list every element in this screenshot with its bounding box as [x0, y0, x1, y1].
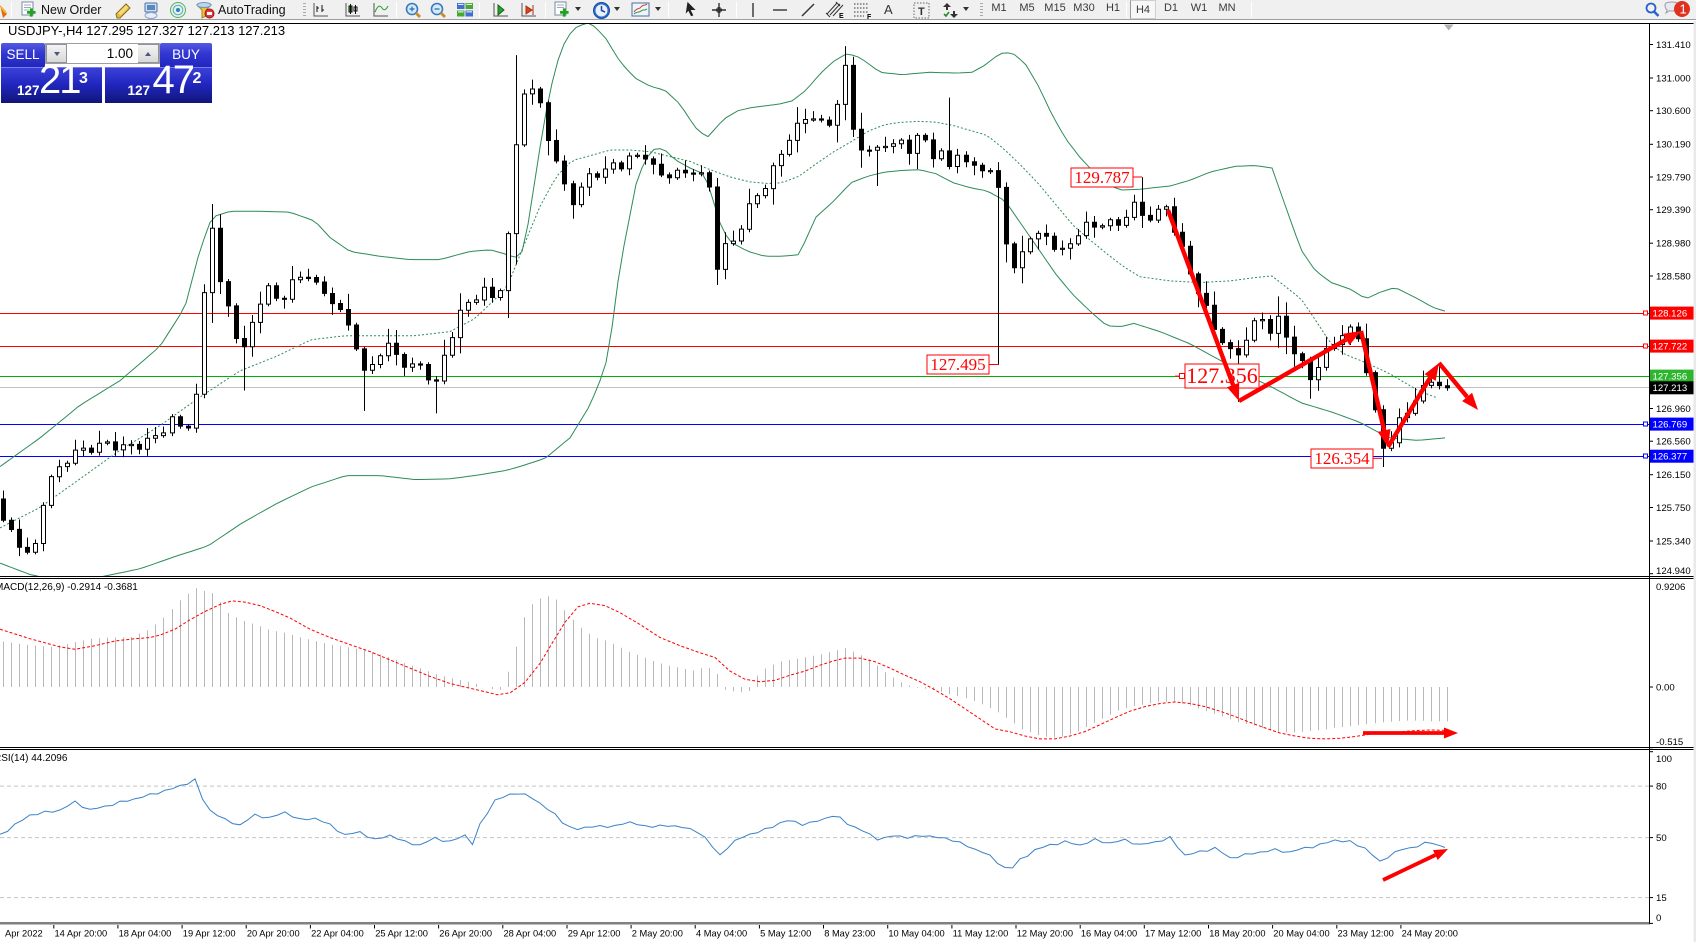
svg-text:5 May 12:00: 5 May 12:00	[760, 929, 811, 939]
svg-text:129.390: 129.390	[1656, 205, 1691, 216]
svg-text:126.769: 126.769	[1653, 420, 1688, 431]
svg-text:26 Apr 20:00: 26 Apr 20:00	[439, 929, 492, 939]
svg-text:126.560: 126.560	[1656, 437, 1691, 448]
svg-text:126.150: 126.150	[1656, 470, 1691, 481]
svg-text:24 May 20:00: 24 May 20:00	[1402, 929, 1458, 939]
svg-text:8 May 23:00: 8 May 23:00	[824, 929, 875, 939]
svg-text:129.787: 129.787	[1074, 168, 1130, 187]
svg-text:130.190: 130.190	[1656, 140, 1691, 151]
svg-text:22 Apr 04:00: 22 Apr 04:00	[311, 929, 364, 939]
svg-text:126.354: 126.354	[1314, 449, 1370, 468]
svg-text:124.940: 124.940	[1656, 566, 1691, 577]
svg-text:128.126: 128.126	[1653, 309, 1688, 320]
svg-text:0.00: 0.00	[1656, 683, 1675, 694]
svg-text:100: 100	[1656, 754, 1672, 765]
svg-text:130.600: 130.600	[1656, 106, 1691, 117]
svg-text:125.750: 125.750	[1656, 503, 1691, 514]
svg-text:131.410: 131.410	[1656, 40, 1691, 51]
svg-text:14 Apr 20:00: 14 Apr 20:00	[55, 929, 108, 939]
svg-text:18 Apr 04:00: 18 Apr 04:00	[119, 929, 172, 939]
svg-text:80: 80	[1656, 782, 1667, 793]
svg-text:1: 1	[1680, 2, 1687, 17]
svg-text:20 Apr 20:00: 20 Apr 20:00	[247, 929, 300, 939]
svg-text:25 Apr 12:00: 25 Apr 12:00	[375, 929, 428, 939]
svg-text:11 May 12:00: 11 May 12:00	[953, 929, 1009, 939]
svg-text:19 Apr 12:00: 19 Apr 12:00	[183, 929, 236, 939]
svg-text:131.000: 131.000	[1656, 73, 1691, 84]
svg-text:29 Apr 12:00: 29 Apr 12:00	[568, 929, 621, 939]
svg-text:0.9206: 0.9206	[1656, 582, 1685, 593]
svg-text:127.722: 127.722	[1653, 342, 1688, 353]
svg-text:-0.515: -0.515	[1656, 737, 1683, 748]
svg-text:125.340: 125.340	[1656, 536, 1691, 547]
svg-text:127.356: 127.356	[1186, 363, 1258, 388]
svg-text:T: T	[918, 6, 925, 18]
svg-text:128.580: 128.580	[1656, 271, 1691, 282]
svg-text:RSI(14) 44.2096: RSI(14) 44.2096	[0, 753, 68, 764]
svg-text:127.356: 127.356	[1653, 372, 1688, 383]
svg-text:129.790: 129.790	[1656, 172, 1691, 183]
svg-text:12 May 20:00: 12 May 20:00	[1017, 929, 1073, 939]
svg-text:126.960: 126.960	[1656, 404, 1691, 415]
svg-text:MACD(12,26,9) -0.2914 -0.3681: MACD(12,26,9) -0.2914 -0.3681	[0, 582, 138, 593]
svg-text:126.377: 126.377	[1653, 452, 1688, 463]
svg-text:16 May 04:00: 16 May 04:00	[1081, 929, 1137, 939]
svg-text:15: 15	[1656, 893, 1667, 904]
svg-text:Apr 2022: Apr 2022	[5, 929, 43, 939]
svg-text:0: 0	[1656, 913, 1661, 924]
svg-text:2 May 20:00: 2 May 20:00	[632, 929, 683, 939]
svg-text:20 May 04:00: 20 May 04:00	[1273, 929, 1329, 939]
svg-text:127.495: 127.495	[930, 355, 985, 374]
svg-text:23 May 12:00: 23 May 12:00	[1338, 929, 1394, 939]
svg-text:28 Apr 04:00: 28 Apr 04:00	[504, 929, 557, 939]
svg-text:F: F	[867, 14, 872, 20]
svg-text:50: 50	[1656, 833, 1667, 844]
svg-text:128.980: 128.980	[1656, 239, 1691, 250]
svg-text:18 May 20:00: 18 May 20:00	[1209, 929, 1265, 939]
svg-text:10 May 04:00: 10 May 04:00	[888, 929, 944, 939]
svg-text:127.213: 127.213	[1653, 383, 1688, 394]
svg-text:4 May 04:00: 4 May 04:00	[696, 929, 747, 939]
svg-text:17 May 12:00: 17 May 12:00	[1145, 929, 1201, 939]
svg-text:USDJPY-,H4 127.295 127.327 12: USDJPY-,H4 127.295 127.327 127.213 127.2…	[8, 23, 285, 38]
svg-text:E: E	[839, 13, 844, 20]
